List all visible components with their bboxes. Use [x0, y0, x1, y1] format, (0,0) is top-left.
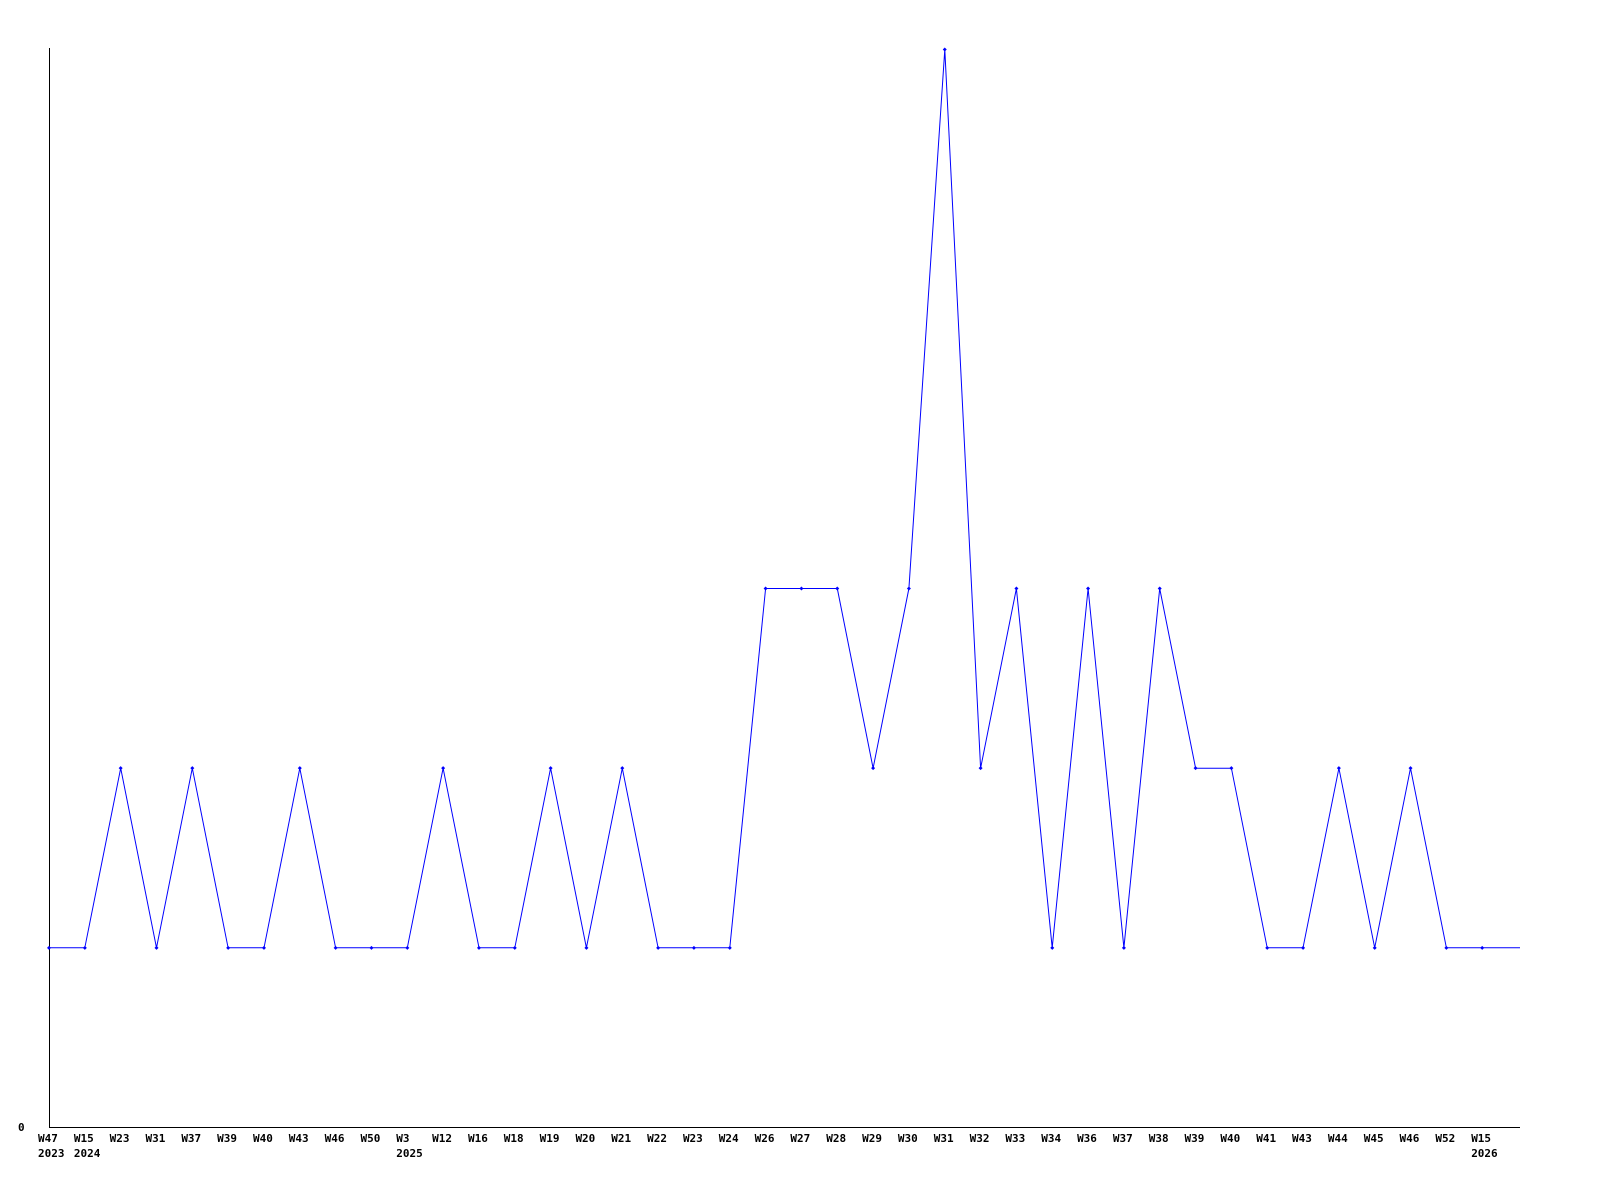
data-point — [118, 766, 123, 771]
year-label: 2026 — [1471, 1147, 1498, 1160]
data-point — [1193, 766, 1198, 771]
x-tick-label: W34 — [1041, 1132, 1061, 1145]
data-point — [978, 766, 983, 771]
x-tick-label: W19 — [540, 1132, 560, 1145]
x-tick-label: W26 — [755, 1132, 775, 1145]
data-point — [799, 586, 804, 591]
data-point — [727, 945, 732, 950]
x-tick-label: W22 — [647, 1132, 667, 1145]
data-point — [1444, 945, 1449, 950]
data-point — [620, 766, 625, 771]
data-point — [1408, 766, 1413, 771]
x-tick-label: W24 — [719, 1132, 739, 1145]
data-point — [1050, 945, 1055, 950]
x-tick-label: W38 — [1149, 1132, 1169, 1145]
x-tick-label: W37 — [181, 1132, 201, 1145]
data-point — [226, 945, 231, 950]
x-tick-label: W36 — [1077, 1132, 1097, 1145]
x-tick-label: W29 — [862, 1132, 882, 1145]
x-tick-label: W52 — [1435, 1132, 1455, 1145]
data-point — [476, 945, 481, 950]
x-tick-label: W30 — [898, 1132, 918, 1145]
x-tick-label: W21 — [611, 1132, 631, 1145]
data-point — [1086, 586, 1091, 591]
x-tick-label: W23 — [110, 1132, 130, 1145]
data-point — [405, 945, 410, 950]
x-tick-label: W39 — [217, 1132, 237, 1145]
data-point — [1121, 945, 1126, 950]
x-tick-label: W32 — [970, 1132, 990, 1145]
x-tick-label: W44 — [1328, 1132, 1348, 1145]
data-point — [906, 586, 911, 591]
data-point — [47, 945, 51, 950]
data-point — [333, 945, 338, 950]
data-point — [1229, 766, 1234, 771]
data-point — [1372, 945, 1377, 950]
data-point — [1265, 945, 1270, 950]
data-point — [190, 766, 195, 771]
x-tick-label: W43 — [289, 1132, 309, 1145]
data-point — [261, 945, 266, 950]
data-point — [835, 586, 840, 591]
x-tick-label: W20 — [575, 1132, 595, 1145]
x-tick-label: W27 — [790, 1132, 810, 1145]
x-tick-label: W46 — [1400, 1132, 1420, 1145]
x-tick-label: W3 — [396, 1132, 409, 1145]
data-point — [441, 766, 446, 771]
data-point — [1336, 766, 1341, 771]
x-tick-label: W33 — [1005, 1132, 1025, 1145]
data-point — [871, 766, 876, 771]
year-label: 2025 — [396, 1147, 423, 1160]
data-point — [297, 766, 302, 771]
x-tick-label: W40 — [1220, 1132, 1240, 1145]
x-tick-label: W31 — [145, 1132, 165, 1145]
x-tick-label: W31 — [934, 1132, 954, 1145]
x-tick-label: W28 — [826, 1132, 846, 1145]
data-point — [656, 945, 661, 950]
x-tick-label: W47 — [38, 1132, 58, 1145]
data-point — [584, 945, 589, 950]
x-tick-label: W15 — [1471, 1132, 1491, 1145]
data-point — [154, 945, 159, 950]
x-tick-label: W18 — [504, 1132, 524, 1145]
x-tick-label: W46 — [325, 1132, 345, 1145]
x-tick-label: W41 — [1256, 1132, 1276, 1145]
data-point — [763, 586, 768, 591]
x-tick-label: W16 — [468, 1132, 488, 1145]
data-point — [1480, 945, 1485, 950]
x-tick-label: W12 — [432, 1132, 452, 1145]
y-tick-label: 0 — [18, 1121, 25, 1134]
data-point — [82, 945, 87, 950]
data-point — [1157, 586, 1162, 591]
data-point — [942, 47, 947, 52]
data-point — [1014, 586, 1019, 591]
year-label: 2024 — [74, 1147, 101, 1160]
x-tick-label: W43 — [1292, 1132, 1312, 1145]
series-line — [49, 49, 1520, 949]
data-point — [369, 945, 374, 950]
x-tick-label: W37 — [1113, 1132, 1133, 1145]
data-point — [548, 766, 553, 771]
data-point — [1301, 945, 1306, 950]
x-tick-label: W39 — [1185, 1132, 1205, 1145]
data-point — [691, 945, 696, 950]
x-tick-label: W23 — [683, 1132, 703, 1145]
x-tick-label: W50 — [360, 1132, 380, 1145]
x-tick-label: W40 — [253, 1132, 273, 1145]
x-tick-label: W45 — [1364, 1132, 1384, 1145]
x-tick-label: W15 — [74, 1132, 94, 1145]
year-label: 2023 — [38, 1147, 65, 1160]
data-point — [512, 945, 517, 950]
